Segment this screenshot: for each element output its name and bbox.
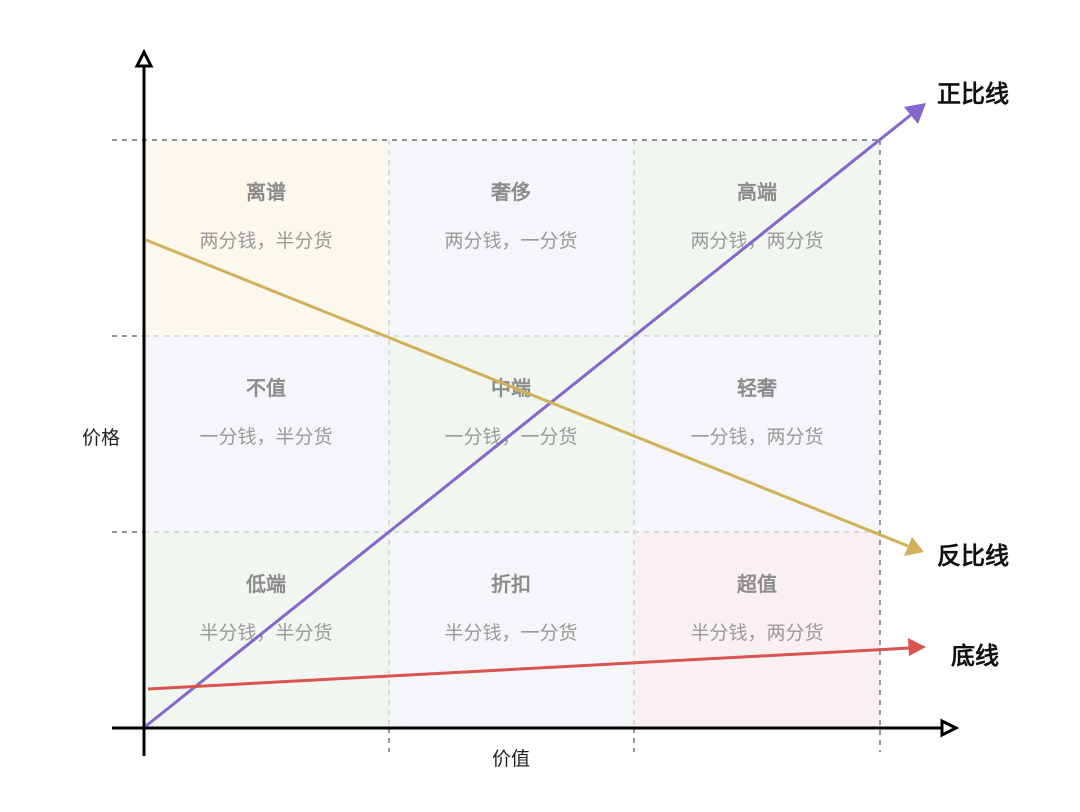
y-axis-arrow	[134, 48, 154, 68]
proportional-line-arrow	[904, 103, 926, 124]
cell-3-subtitle: 一分钱，半分货	[199, 426, 332, 448]
cell-8-subtitle: 半分钱，两分货	[690, 622, 823, 644]
cell-0-title: 离谱	[246, 180, 286, 204]
bottom-line-arrow	[908, 638, 926, 656]
inverse-line-label: 反比线	[937, 542, 1009, 570]
cell-5-bg	[634, 336, 880, 532]
cell-6-subtitle: 半分钱，半分货	[199, 622, 332, 644]
inverse-line	[145, 238, 909, 548]
cell-0-bg	[144, 140, 389, 336]
cell-3-bg	[144, 336, 389, 532]
proportional-line-label: 正比线	[937, 80, 1009, 108]
cell-6-title: 低端	[245, 572, 286, 596]
y-axis-label: 价格	[82, 427, 120, 449]
x-axis-label: 价值	[492, 748, 530, 770]
cell-1-bg	[389, 140, 634, 336]
cell-0-subtitle: 两分钱，半分货	[199, 230, 332, 252]
cell-7-title: 折扣	[491, 572, 531, 596]
cell-8-title: 超值	[736, 572, 777, 596]
cell-8-bg	[634, 532, 880, 728]
cell-5-title: 轻奢	[737, 376, 778, 400]
cell-3-title: 不值	[246, 376, 286, 400]
proportional-line	[145, 112, 913, 728]
cell-4-subtitle: 一分钱，一分货	[444, 426, 577, 448]
x-axis-arrow	[940, 718, 960, 738]
cell-1-title: 奢侈	[490, 180, 531, 204]
inverse-line-arrow	[904, 537, 924, 556]
cell-1-subtitle: 两分钱，一分货	[444, 230, 577, 252]
bottom-line	[147, 646, 911, 691]
cell-2-title: 高端	[737, 180, 777, 204]
bottom-line-label: 底线	[951, 642, 999, 670]
cell-7-bg	[389, 532, 634, 728]
cell-2-subtitle: 两分钱，两分货	[690, 230, 823, 252]
cell-5-subtitle: 一分钱，两分货	[690, 426, 823, 448]
cell-7-subtitle: 半分钱，一分货	[444, 622, 577, 644]
